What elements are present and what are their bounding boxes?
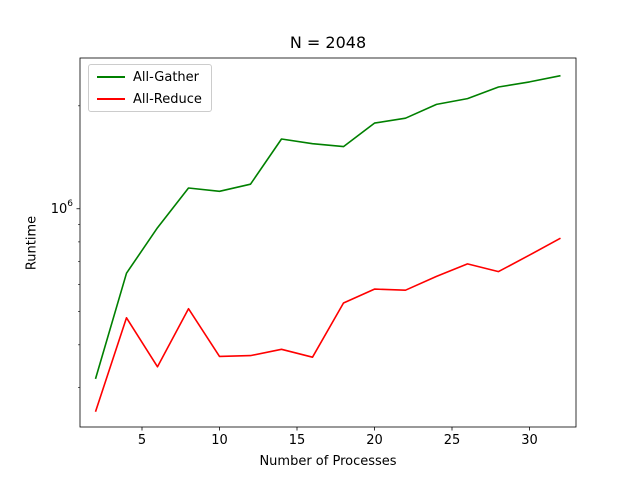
x-tick-label: 10 bbox=[211, 433, 228, 448]
legend-entry-all-reduce: All-Reduce bbox=[97, 89, 202, 109]
legend-label-all-reduce: All-Reduce bbox=[133, 91, 202, 107]
series-line-all-gather bbox=[94, 74, 561, 380]
legend: All-Gather All-Reduce bbox=[88, 64, 212, 112]
legend-swatch-all-reduce bbox=[97, 98, 125, 100]
legend-swatch-all-gather bbox=[97, 76, 125, 78]
series-line-all-reduce bbox=[94, 237, 561, 412]
x-axis-label: Number of Processes bbox=[259, 454, 397, 469]
y-tick-label: 106 bbox=[51, 199, 74, 217]
x-tick-label: 5 bbox=[138, 433, 146, 448]
legend-entry-all-gather: All-Gather bbox=[97, 67, 199, 87]
legend-label-all-gather: All-Gather bbox=[133, 69, 200, 85]
x-tick-label: 30 bbox=[521, 433, 538, 448]
y-axis-label: Runtime bbox=[24, 215, 40, 271]
x-tick-label: 20 bbox=[366, 433, 383, 448]
plot-frame bbox=[79, 57, 577, 428]
x-tick-label: 15 bbox=[289, 433, 306, 448]
chart-title: N = 2048 bbox=[289, 33, 367, 52]
x-tick-label: 25 bbox=[444, 433, 461, 448]
